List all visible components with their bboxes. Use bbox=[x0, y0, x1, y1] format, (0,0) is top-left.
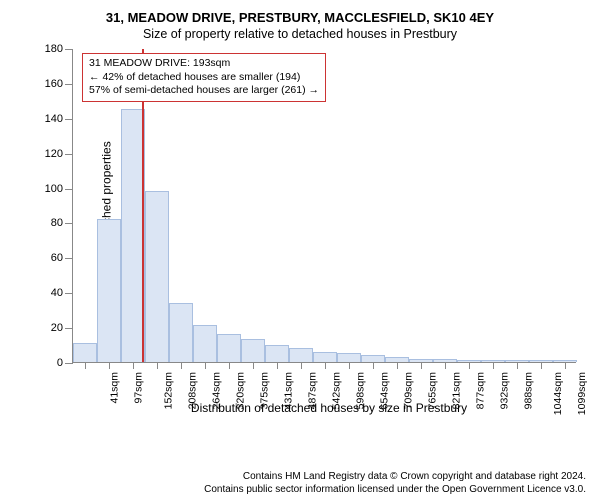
x-tick-label: 264sqm bbox=[210, 372, 222, 409]
y-tick bbox=[65, 223, 73, 224]
x-tick bbox=[493, 362, 494, 369]
x-tick bbox=[205, 362, 206, 369]
x-tick bbox=[517, 362, 518, 369]
x-tick-label: 208sqm bbox=[186, 372, 198, 409]
y-tick-label: 20 bbox=[51, 322, 63, 334]
y-tick bbox=[65, 49, 73, 50]
x-tick bbox=[181, 362, 182, 369]
x-tick-label: 542sqm bbox=[330, 372, 342, 409]
annotation-box: 31 MEADOW DRIVE: 193sqm ← 42% of detache… bbox=[82, 53, 326, 102]
attribution-line: Contains public sector information licen… bbox=[14, 484, 586, 497]
x-tick bbox=[277, 362, 278, 369]
histogram-bar bbox=[313, 352, 337, 362]
x-tick bbox=[397, 362, 398, 369]
chart-subtitle: Size of property relative to detached ho… bbox=[14, 27, 586, 41]
x-tick-label: 709sqm bbox=[402, 372, 414, 409]
y-tick-label: 140 bbox=[45, 113, 63, 125]
histogram-bar bbox=[193, 325, 217, 362]
chart-container: 31, MEADOW DRIVE, PRESTBURY, MACCLESFIEL… bbox=[0, 0, 600, 500]
x-tick bbox=[421, 362, 422, 369]
y-tick bbox=[65, 119, 73, 120]
y-tick bbox=[65, 293, 73, 294]
attribution: Contains HM Land Registry data © Crown c… bbox=[14, 471, 586, 496]
x-tick bbox=[301, 362, 302, 369]
x-tick bbox=[253, 362, 254, 369]
y-tick bbox=[65, 154, 73, 155]
x-tick bbox=[541, 362, 542, 369]
x-tick-label: 988sqm bbox=[522, 372, 534, 409]
x-tick bbox=[469, 362, 470, 369]
y-tick-label: 40 bbox=[51, 287, 63, 299]
y-tick bbox=[65, 328, 73, 329]
histogram-bar bbox=[145, 191, 169, 362]
x-tick bbox=[349, 362, 350, 369]
plot-inner: 02040608010012014016018041sqm97sqm152sqm… bbox=[72, 49, 576, 363]
histogram-bar bbox=[337, 353, 361, 362]
x-tick-label: 152sqm bbox=[162, 372, 174, 409]
x-tick-label: 821sqm bbox=[450, 372, 462, 409]
x-tick-label: 97sqm bbox=[133, 372, 145, 404]
x-tick bbox=[85, 362, 86, 369]
x-tick-label: 1044sqm bbox=[552, 372, 564, 415]
x-tick-label: 654sqm bbox=[378, 372, 390, 409]
y-tick bbox=[65, 189, 73, 190]
x-tick-label: 431sqm bbox=[282, 372, 294, 409]
histogram-bar bbox=[169, 303, 193, 362]
histogram-bar bbox=[217, 334, 241, 362]
y-tick bbox=[65, 258, 73, 259]
x-tick-label: 487sqm bbox=[306, 372, 318, 409]
y-tick-label: 60 bbox=[51, 252, 63, 264]
x-tick-label: 765sqm bbox=[426, 372, 438, 409]
histogram-bar bbox=[73, 343, 97, 362]
x-tick bbox=[445, 362, 446, 369]
annotation-line: ← 42% of detached houses are smaller (19… bbox=[89, 71, 319, 85]
annotation-line: 57% of semi-detached houses are larger (… bbox=[89, 84, 319, 98]
x-tick-label: 598sqm bbox=[354, 372, 366, 409]
y-tick bbox=[65, 363, 73, 364]
histogram-bar bbox=[97, 219, 121, 362]
y-tick-label: 180 bbox=[45, 43, 63, 55]
x-tick bbox=[565, 362, 566, 369]
y-tick-label: 80 bbox=[51, 217, 63, 229]
y-tick bbox=[65, 84, 73, 85]
y-tick-label: 160 bbox=[45, 78, 63, 90]
y-tick-label: 100 bbox=[45, 183, 63, 195]
x-tick-label: 877sqm bbox=[474, 372, 486, 409]
x-tick bbox=[157, 362, 158, 369]
x-tick-label: 41sqm bbox=[109, 372, 121, 404]
x-tick bbox=[133, 362, 134, 369]
x-tick bbox=[373, 362, 374, 369]
histogram-bar bbox=[289, 348, 313, 362]
y-tick-label: 120 bbox=[45, 148, 63, 160]
attribution-line: Contains HM Land Registry data © Crown c… bbox=[14, 471, 586, 484]
x-tick bbox=[109, 362, 110, 369]
x-tick-label: 375sqm bbox=[258, 372, 270, 409]
chart-title-address: 31, MEADOW DRIVE, PRESTBURY, MACCLESFIEL… bbox=[14, 10, 586, 25]
histogram-bar bbox=[361, 355, 385, 362]
histogram-bar bbox=[241, 339, 265, 362]
x-tick bbox=[229, 362, 230, 369]
annotation-line: 31 MEADOW DRIVE: 193sqm bbox=[89, 57, 319, 71]
x-tick-label: 932sqm bbox=[498, 372, 510, 409]
x-tick bbox=[325, 362, 326, 369]
x-tick-label: 1099sqm bbox=[576, 372, 588, 415]
plot-area: Number of detached properties 0204060801… bbox=[72, 49, 576, 399]
histogram-bar bbox=[265, 345, 289, 362]
y-tick-label: 0 bbox=[57, 357, 63, 369]
x-tick-label: 320sqm bbox=[234, 372, 246, 409]
